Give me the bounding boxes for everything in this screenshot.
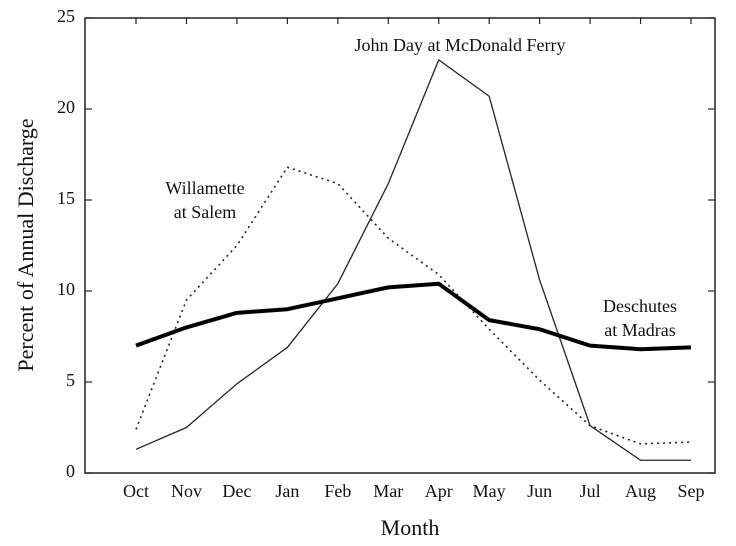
plot-frame bbox=[84, 17, 716, 474]
y-tick-label: 20 bbox=[57, 97, 75, 117]
series-line bbox=[135, 59, 691, 461]
x-tick-label: Apr bbox=[425, 481, 453, 501]
y-axis-label: Percent of Annual Discharge bbox=[13, 118, 38, 371]
x-tick-label: Feb bbox=[324, 481, 351, 501]
y-tick-label: 5 bbox=[66, 370, 75, 390]
series-label: at Salem bbox=[174, 202, 236, 222]
y-tick-label: 25 bbox=[57, 6, 75, 26]
x-tick-label: Dec bbox=[222, 481, 251, 501]
x-tick-label: Oct bbox=[123, 481, 149, 501]
y-tick-label: 0 bbox=[66, 461, 75, 481]
y-tick-label: 15 bbox=[57, 188, 75, 208]
x-tick-label: May bbox=[473, 481, 506, 501]
x-tick-label: Jun bbox=[527, 481, 552, 501]
x-tick-label: Sep bbox=[678, 481, 705, 501]
series-label: at Madras bbox=[604, 320, 675, 340]
series-label: John Day at McDonald Ferry bbox=[355, 35, 566, 55]
x-tick-label: Jul bbox=[580, 481, 601, 501]
y-tick-label: 10 bbox=[57, 279, 75, 299]
x-tick-label: Nov bbox=[171, 481, 202, 501]
series-label: Deschutes bbox=[603, 296, 677, 316]
x-tick-label: Jan bbox=[275, 481, 299, 501]
series-label: Willamette bbox=[165, 178, 244, 198]
x-tick-label: Mar bbox=[373, 481, 403, 501]
x-tick-label: Aug bbox=[625, 481, 656, 501]
x-axis-label: Month bbox=[381, 515, 440, 540]
series-line bbox=[135, 281, 692, 352]
